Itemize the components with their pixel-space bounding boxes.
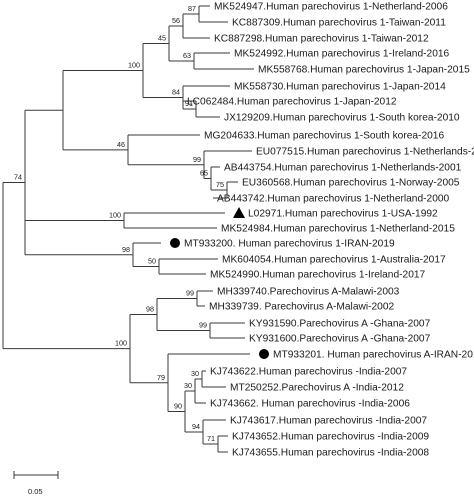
leaf-label: MT933200. Human parechovirus 1-IRAN-2019 (184, 239, 395, 250)
leaf-label: MK558768.Human parechovirus 1-Japan-2015 (258, 65, 470, 76)
bootstrap-value: 74 (14, 172, 22, 181)
leaf-label: KJ743652.Human parechovirus -India-2009 (232, 432, 429, 443)
leaf-label: MK524992.Human parechovirus 1-Ireland-20… (234, 49, 450, 60)
bootstrap-value: 30 (191, 369, 199, 378)
leaf-label: MH339739. Parechovirus A-Malawi-2002 (209, 302, 394, 313)
triangle-marker-icon (233, 207, 245, 218)
bootstrap-value: 91 (185, 99, 193, 108)
scale-bar-label: 0.05 (28, 487, 43, 496)
leaf-label: MT933201. Human parechovirus A-IRAN-2019 (273, 350, 474, 361)
bootstrap-value: 56 (172, 16, 180, 25)
leaf-label: KJ743662. Human parechovirus -India-2006 (210, 399, 410, 410)
bootstrap-value: 100 (115, 339, 127, 348)
circle-marker-icon (259, 349, 269, 359)
bootstrap-value: 98 (146, 305, 154, 314)
bootstrap-value: 87 (188, 4, 196, 13)
leaf-label: EU360568.Human parechovirus 1-Norway-200… (242, 178, 460, 189)
bootstrap-labels: 87 56 63 45 91 84 100 75 65 99 46 100 50 98 74 99 99 98 30… (14, 4, 224, 443)
leaf-label: JX129209.Human parechovirus 1-South kore… (224, 113, 460, 124)
leaf-label: MH339740.Parechovirus A-Malawi-2003 (217, 287, 400, 298)
leaf-label: MT250252.Parechovirus A -India-2012 (230, 383, 404, 394)
bootstrap-value: 63 (183, 51, 191, 60)
leaf-label: MK604054.Human parechovirus 1-Australia-… (222, 255, 446, 266)
bootstrap-value: 99 (199, 321, 207, 330)
leaf-label: KC887298.Human parechovirus 1-Taiwan-201… (214, 34, 429, 45)
leaf-label: AB443754.Human parechovirus 1-Netherland… (224, 163, 462, 174)
leaf-label: MK558730.Human parechovirus 1-Japan-2014 (234, 82, 446, 93)
bootstrap-value: 84 (172, 88, 180, 97)
leaf-label: KJ743617.Human parechovirus -India-2007 (230, 416, 427, 427)
bootstrap-value: 30 (184, 381, 192, 390)
scale-bar: 0.05 (13, 471, 59, 496)
bootstrap-value: 100 (128, 61, 140, 70)
bootstrap-value: 79 (157, 373, 165, 382)
bootstrap-value: 50 (148, 257, 156, 266)
leaf-label: KJ743622.Human parechovirus -India-2007 (210, 367, 407, 378)
leaf-label: KY931590.Parechovirus A -Ghana-2007 (249, 319, 431, 330)
bootstrap-value: 94 (192, 422, 200, 431)
bootstrap-value: 90 (174, 402, 182, 411)
leaf-label: MK524984.Human parechovirus 1-Netherland… (221, 224, 455, 235)
tree-branches (2, 5, 254, 453)
bootstrap-value: 46 (117, 140, 125, 149)
bootstrap-value: 71 (207, 434, 215, 443)
bootstrap-value: 75 (216, 180, 224, 189)
leaf-label: KJ743655.Human parechovirus -India-2008 (232, 448, 429, 459)
leaf-label: KY931600.Parechovirus A -Ghana-2007 (249, 334, 431, 345)
bootstrap-value: 100 (109, 211, 121, 220)
leaf-label: MG204633.Human parechovirus 1-South kore… (204, 131, 444, 142)
leaf-label: LC062484.Human parechovirus 1-Japan-2012 (187, 97, 397, 108)
leaf-label: MK524947.Human parechovirus 1-Netherland… (214, 2, 448, 13)
leaf-labels: MK524947.Human parechovirus 1-Netherland… (184, 2, 474, 459)
bootstrap-value: 98 (122, 245, 130, 254)
leaf-label: L02971.Human parechovirus 1-USA-1992 (248, 209, 438, 220)
leaf-label: AB443742.Human parechovirus 1-Netherland… (217, 194, 450, 205)
circle-marker-icon (170, 238, 180, 248)
leaf-label: KC887309.Human parechovirus 1-Taiwan-201… (232, 18, 446, 29)
bootstrap-value: 65 (200, 169, 208, 178)
leaf-markers (170, 207, 269, 359)
bootstrap-value: 99 (186, 289, 194, 298)
leaf-label: MK524990.Human parechovirus 1-Ireland-20… (210, 270, 426, 281)
bootstrap-value: 99 (193, 155, 201, 164)
bootstrap-value: 45 (158, 34, 166, 43)
leaf-label: EU077515.Human parechovirus 1-Netherland… (256, 147, 474, 158)
